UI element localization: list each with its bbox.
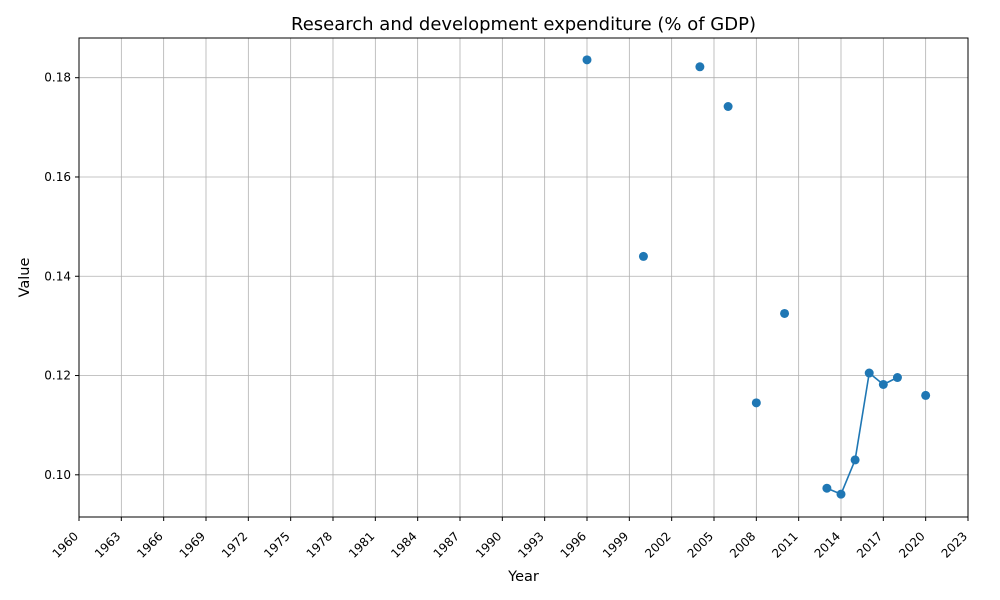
data-point (822, 483, 832, 493)
x-tick-label: 1981 (346, 529, 377, 560)
x-tick-label: 1984 (388, 529, 419, 560)
data-point (892, 373, 902, 383)
x-tick-label: 1972 (219, 529, 250, 560)
data-point (850, 455, 860, 465)
y-tick-label: 0.12 (44, 369, 71, 383)
series-layer (582, 55, 931, 499)
data-point (723, 101, 733, 111)
plot-frame (78, 37, 969, 518)
data-point (751, 398, 761, 408)
x-tick-label: 1978 (304, 529, 335, 560)
y-axis-ticks: 0.10 0.12 0.14 0.16 0.18 (44, 71, 79, 482)
y-tick-label: 0.18 (44, 71, 71, 85)
data-point (921, 390, 931, 400)
x-tick-label: 1969 (177, 529, 208, 560)
data-point (864, 368, 874, 378)
x-tick-label: 1963 (92, 529, 123, 560)
x-tick-label: 1999 (600, 529, 631, 560)
x-tick-label: 2017 (854, 529, 885, 560)
x-tick-label: 2023 (939, 529, 970, 560)
x-tick-label: 2005 (685, 529, 716, 560)
data-point (878, 379, 888, 389)
x-tick-label: 1987 (431, 529, 462, 560)
y-tick-label: 0.14 (44, 269, 71, 283)
data-point (695, 62, 705, 72)
series-line-segment (840, 459, 856, 495)
data-point (638, 251, 648, 261)
x-tick-label: 2008 (727, 529, 758, 560)
data-point (780, 308, 790, 318)
y-axis-label: Value (17, 258, 33, 298)
x-tick-label: 2014 (812, 529, 843, 560)
x-tick-label: 2020 (896, 529, 927, 560)
x-tick-label: 1975 (261, 529, 292, 560)
x-tick-label: 1966 (134, 529, 165, 560)
x-tick-label: 2011 (769, 529, 800, 560)
x-axis-ticks: 1960 1963 1966 1969 1972 1975 1978 1981 1984 1987… (50, 517, 970, 561)
y-tick-label: 0.16 (44, 170, 71, 184)
y-tick-label: 0.10 (44, 468, 71, 482)
grid-layer (78, 38, 969, 517)
series-line-segment (854, 372, 871, 461)
x-tick-label: 1960 (50, 529, 81, 560)
x-axis-label: Year (507, 569, 539, 585)
x-tick-label: 1996 (558, 529, 589, 560)
data-point (582, 55, 592, 65)
x-tick-label: 1993 (515, 529, 546, 560)
x-tick-label: 2002 (642, 529, 673, 560)
x-tick-label: 1990 (473, 529, 504, 560)
data-point (836, 489, 846, 499)
chart-title: Research and development expenditure (% … (291, 14, 756, 35)
